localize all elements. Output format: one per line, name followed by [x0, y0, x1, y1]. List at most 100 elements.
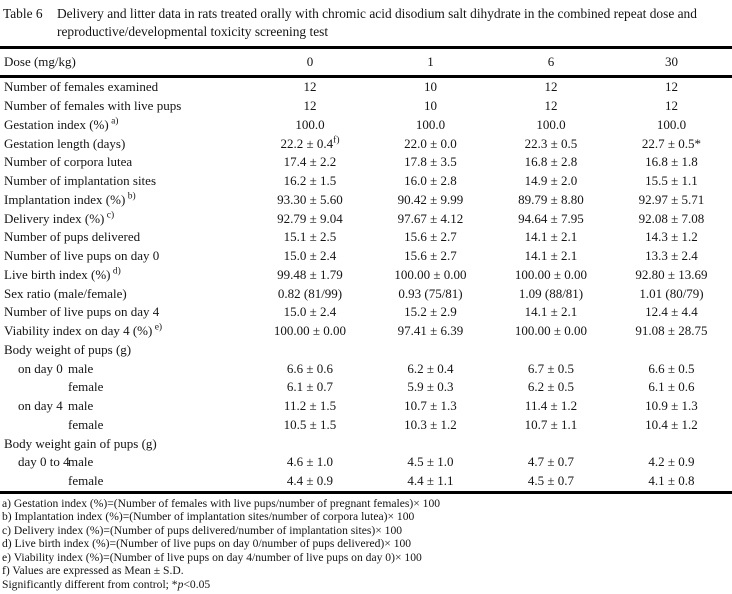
- cell-value: 10.4 ± 1.2: [645, 416, 698, 432]
- table-row: on day 0 male 6.6 ± 0.6 6.2 ± 0.4 6.7 ± 0.5 6…: [0, 359, 732, 378]
- row-sublabel-sex: male: [68, 398, 94, 414]
- row-sublabel-sex: female: [68, 473, 104, 489]
- row-label: Gestation index (%) a): [4, 116, 119, 132]
- cell-value: 1.09 (88/81): [518, 285, 584, 301]
- cell-value: 14.1 ± 2.1: [524, 248, 578, 264]
- cell-value: 14.1 ± 2.1: [524, 304, 578, 320]
- footnote-line: e) Viability index (%)=(Number of live p…: [2, 550, 422, 564]
- row-label: Viability index on day 4 (%) e): [4, 322, 163, 339]
- cell-value: 14.3 ± 1.2: [645, 229, 698, 245]
- footnote-marker: a): [108, 116, 119, 127]
- row-label: Number of pups delivered: [4, 229, 141, 245]
- cell-value: 22.0 ± 0.0: [404, 135, 457, 151]
- footnote-marker: c): [104, 210, 115, 221]
- cell-value: 99.48 ± 1.79: [277, 266, 343, 282]
- footnote-line: d) Live birth index (%)=(Number of live …: [2, 537, 412, 550]
- row-sublabel-day: on day 4: [18, 398, 63, 414]
- row-sublabel-day: on day 0: [18, 360, 63, 376]
- cell-value: 15.0 ± 2.4: [283, 304, 337, 320]
- cell-value: 12: [665, 79, 678, 95]
- row-sublabel-sex: male: [68, 360, 94, 376]
- row-label: Implantation index (%) b): [4, 191, 136, 207]
- cell-value: 100.00 ± 0.00: [514, 323, 588, 339]
- dose-column-6: 6: [491, 47, 611, 78]
- significance-p-symbol: p: [177, 577, 184, 591]
- cell-value: 10.9 ± 1.3: [645, 398, 698, 414]
- cell-value: 97.67 ± 4.12: [397, 210, 464, 226]
- cell-value: 100.0: [295, 116, 325, 132]
- cell-value: 16.0 ± 2.8: [404, 173, 457, 189]
- section-row: Body weight of pups (g): [0, 341, 732, 360]
- footnote-marker: b): [125, 191, 136, 202]
- cell-value: 16.8 ± 2.8: [524, 154, 578, 170]
- cell-value: [370, 434, 491, 453]
- cell-value: 6.2 ± 0.4: [407, 360, 454, 376]
- cell-value: 97.41 ± 6.39: [397, 323, 464, 339]
- table-row: Number of corpora lutea 17.4 ± 2.2 17.8 ± …: [0, 153, 732, 172]
- cell-value: 15.1 ± 2.5: [283, 229, 337, 245]
- cell-value: 4.1 ± 0.8: [648, 473, 695, 489]
- row-label: Number of females examined: [4, 79, 159, 95]
- cell-value: 10.7 ± 1.1: [524, 416, 578, 432]
- row-label: Live birth index (%) d): [4, 266, 121, 282]
- cell-value: 10.5 ± 1.5: [283, 416, 337, 432]
- table-row: Number of females with live pups 12 10 12 12: [0, 97, 732, 116]
- footnote-marker: e): [152, 322, 163, 333]
- row-label: Delivery index (%) c): [4, 210, 115, 226]
- cell-value: 6.6 ± 0.5: [648, 360, 695, 376]
- dose-header-row: Dose (mg/kg) 0 1 6 30: [0, 47, 732, 78]
- cell-value: 1.01 (80/79): [639, 285, 704, 301]
- cell-value: 12: [544, 98, 558, 114]
- data-table: Dose (mg/kg) 0 1 6 30 Number of females …: [0, 46, 732, 494]
- cell-value: 6.7 ± 0.5: [527, 360, 575, 376]
- cell-value: 15.6 ± 2.7: [404, 229, 457, 245]
- cell-value: 22.2 ± 0.4f): [280, 135, 340, 151]
- cell-value: 13.3 ± 2.4: [645, 248, 698, 264]
- cell-value: 11.4 ± 1.2: [524, 398, 578, 414]
- cell-value: 100.00 ± 0.00: [514, 266, 588, 282]
- section-row: Body weight gain of pups (g): [0, 434, 732, 453]
- row-label: Body weight gain of pups (g): [4, 435, 157, 451]
- dose-column-0: 0: [250, 47, 370, 78]
- cell-value: 15.2 ± 2.9: [404, 304, 457, 320]
- table-row: on day 4 male 11.2 ± 1.5 10.7 ± 1.3 11.4 ± 1…: [0, 397, 732, 416]
- cell-value: 4.5 ± 1.0: [407, 454, 454, 470]
- row-label: on day 4 male: [0, 397, 250, 416]
- row-label: day 0 to 4male: [0, 453, 250, 472]
- cell-value: 16.8 ± 1.8: [645, 154, 698, 170]
- cell-value: 91.08 ± 28.75: [635, 323, 708, 339]
- footnote-line: f) Values are expressed as Mean ± S.D.: [2, 564, 184, 577]
- table-title: Delivery and litter data in rats treated…: [57, 6, 697, 39]
- cell-value: 4.4 ± 0.9: [286, 473, 334, 489]
- cell-value: [611, 341, 732, 360]
- row-label: Body weight of pups (g): [4, 341, 132, 357]
- cell-value: 93.30 ± 5.60: [277, 191, 343, 207]
- cell-value: 12: [303, 79, 317, 95]
- row-label: Sex ratio (male/female): [4, 285, 127, 301]
- table-row: female 4.4 ± 0.9 4.4 ± 1.1 4.5 ± 0.7 4.1 ± 0…: [0, 472, 732, 492]
- cell-value: 92.80 ± 13.69: [635, 266, 708, 282]
- cell-value: 90.42 ± 9.99: [397, 191, 464, 207]
- row-label: Number of live pups on day 4: [4, 304, 160, 320]
- table-row: Sex ratio (male/female) 0.82 (81/99) 0.93 …: [0, 284, 732, 303]
- row-label: female: [0, 378, 250, 397]
- row-label: Number of implantation sites: [4, 173, 157, 189]
- table-row: Number of females examined 12 10 12 12: [0, 77, 732, 97]
- cell-value: 11.2 ± 1.5: [283, 398, 337, 414]
- cell-value: 12: [665, 98, 678, 114]
- table-row: female 6.1 ± 0.7 5.9 ± 0.3 6.2 ± 0.5 6.1 ± 0…: [0, 378, 732, 397]
- cell-value: 22.3 ± 0.5: [524, 135, 578, 151]
- cell-value: 92.79 ± 9.04: [277, 210, 343, 226]
- cell-value: 15.5 ± 1.1: [645, 173, 698, 189]
- cell-value: 100.00 ± 0.00: [394, 266, 467, 282]
- cell-value: 4.5 ± 0.7: [527, 473, 575, 489]
- cell-value: [611, 434, 732, 453]
- cell-value: 89.79 ± 8.80: [518, 191, 584, 207]
- cell-value: 14.1 ± 2.1: [524, 229, 578, 245]
- table-row: Gestation index (%) a) 100.0 100.0 100.0 100…: [0, 116, 732, 135]
- cell-value: 17.8 ± 3.5: [404, 154, 457, 170]
- cell-value: 6.2 ± 0.5: [527, 379, 575, 395]
- table-row: Number of live pups on day 4 15.0 ± 2.4 15…: [0, 303, 732, 322]
- table-row: Number of pups delivered 15.1 ± 2.5 15.6 ±…: [0, 228, 732, 247]
- footnote-line: a) Gestation index (%)=(Number of female…: [2, 496, 441, 510]
